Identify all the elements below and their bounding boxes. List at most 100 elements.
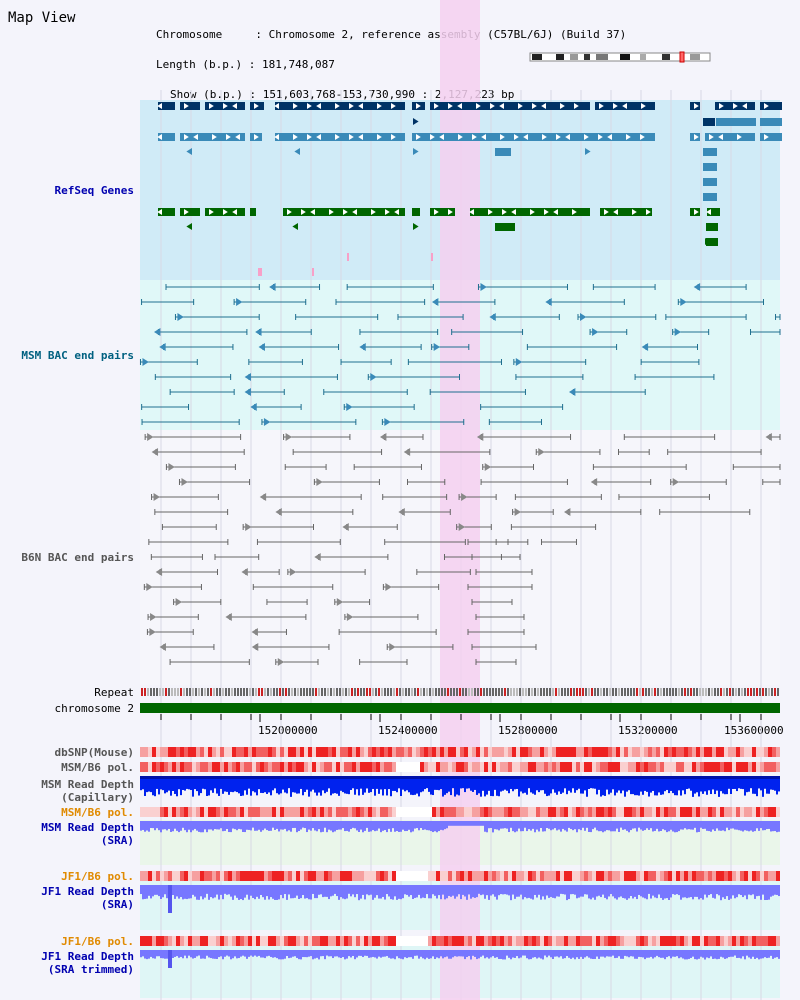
- read-depth-bar: [554, 776, 556, 793]
- read-depth-bar: [406, 950, 408, 959]
- bac-end-arrow: [142, 358, 149, 366]
- read-depth-bar: [708, 885, 710, 896]
- polymorphism-cell: [424, 871, 428, 881]
- read-depth-bar: [186, 776, 188, 789]
- refseq-genes-label[interactable]: RefSeq Genes: [54, 184, 134, 197]
- polymorphism-cell: [564, 807, 568, 817]
- repeat-mark: [300, 688, 302, 696]
- read-depth-bar: [200, 885, 202, 897]
- read-depth-bar: [418, 821, 420, 831]
- dbsnp-label[interactable]: dbSNP(Mouse): [54, 746, 134, 759]
- polymorphism-cell: [536, 936, 540, 946]
- jf1-depth-trimmed-label[interactable]: JF1 Read Depth (SRA trimmed): [41, 950, 134, 976]
- read-depth-bar: [702, 950, 704, 958]
- jf1-b6-pol-label[interactable]: JF1/B6 pol.: [61, 870, 134, 883]
- read-depth-bar: [174, 821, 176, 829]
- read-depth-bar: [362, 821, 364, 833]
- polymorphism-cell: [512, 807, 516, 817]
- read-depth-bar: [284, 950, 286, 959]
- msm-b6-pol-label-2[interactable]: MSM/B6 pol.: [61, 806, 134, 819]
- read-depth-bar: [330, 950, 332, 957]
- read-depth-bar: [488, 885, 490, 900]
- repeat-mark: [495, 688, 497, 696]
- read-depth-bar: [756, 776, 758, 797]
- msm-depth-capillary-label[interactable]: MSM Read Depth (Capillary): [41, 778, 134, 804]
- b6n-bac-label[interactable]: B6N BAC end pairs: [21, 551, 134, 564]
- read-depth-bar: [728, 950, 730, 958]
- msm-bac-label[interactable]: MSM BAC end pairs: [21, 349, 134, 362]
- ideogram-band: [640, 54, 646, 60]
- read-depth-bar: [398, 821, 400, 832]
- gene-exon-block: [283, 208, 405, 216]
- polymorphism-cell: [564, 936, 568, 946]
- read-depth-bar: [308, 885, 310, 900]
- repeat-mark: [240, 688, 242, 696]
- repeat-mark: [612, 688, 614, 696]
- read-depth-bar: [466, 950, 468, 958]
- polymorphism-cell: [340, 871, 344, 881]
- read-depth-bar: [428, 776, 430, 792]
- read-depth-bar: [586, 885, 588, 895]
- polymorphism-cell: [616, 747, 620, 757]
- bac-end-arrow: [149, 628, 156, 636]
- read-depth-bar: [654, 821, 656, 831]
- read-depth-bar: [660, 950, 662, 958]
- read-depth-bar: [706, 950, 708, 958]
- read-depth-bar: [600, 885, 602, 898]
- read-depth-bar: [540, 776, 542, 791]
- polymorphism-cell: [544, 807, 548, 817]
- polymorphism-cell: [700, 871, 704, 881]
- read-depth-bar: [752, 821, 754, 832]
- read-depth-bar: [266, 885, 268, 897]
- polymorphism-cell: [624, 747, 628, 757]
- polymorphism-cell: [520, 747, 524, 757]
- polymorphism-cell: [592, 936, 596, 946]
- polymorphism-cell: [488, 871, 492, 881]
- polymorphism-cell: [552, 747, 556, 757]
- read-depth-bar: [742, 885, 744, 898]
- read-depth-bar: [144, 885, 146, 899]
- polymorphism-cell: [212, 747, 216, 757]
- jf1-b6-pol-label-2[interactable]: JF1/B6 pol.: [61, 935, 134, 948]
- read-depth-bar: [582, 821, 584, 828]
- msm-depth-sra-label[interactable]: MSM Read Depth (SRA): [41, 821, 134, 847]
- bac-end-arrow: [514, 508, 521, 516]
- polymorphism-cell: [160, 936, 164, 946]
- read-depth-bar: [606, 885, 608, 900]
- read-depth-bar: [332, 885, 334, 896]
- read-depth-bar: [480, 950, 482, 957]
- read-depth-bar: [250, 821, 252, 831]
- polymorphism-cell: [664, 807, 668, 817]
- read-depth-bar: [268, 776, 270, 793]
- gene-strand-arrow: [764, 134, 769, 140]
- read-depth-bar: [674, 776, 676, 796]
- polymorphism-cell: [404, 871, 408, 881]
- read-depth-bar: [244, 776, 246, 791]
- polymorphism-cell: [700, 936, 704, 946]
- read-depth-bar: [252, 821, 254, 828]
- polymorphism-cell: [524, 762, 528, 772]
- polymorphism-cell: [320, 807, 324, 817]
- read-depth-bar: [532, 885, 534, 900]
- polymorphism-cell: [228, 807, 232, 817]
- polymorphism-cell: [164, 762, 168, 772]
- read-depth-bar: [466, 885, 468, 900]
- read-depth-bar: [742, 776, 744, 790]
- jf1-depth-sra-label[interactable]: JF1 Read Depth (SRA): [41, 885, 134, 911]
- read-depth-bar: [176, 776, 178, 797]
- read-depth-bar: [594, 821, 596, 828]
- bac-end-arrow: [672, 478, 680, 486]
- polymorphism-cell: [504, 936, 508, 946]
- msm-b6-pol-label[interactable]: MSM/B6 pol.: [61, 761, 134, 774]
- read-depth-bar: [358, 776, 360, 796]
- read-depth-bar: [404, 885, 406, 895]
- repeat-mark: [309, 688, 311, 696]
- read-depth-bar: [446, 885, 448, 899]
- read-depth-bar: [534, 885, 536, 895]
- read-depth-bar: [308, 821, 310, 830]
- polymorphism-cell: [560, 762, 564, 772]
- read-depth-bar: [680, 885, 682, 900]
- read-depth-bar: [570, 776, 572, 793]
- read-depth-bar: [558, 885, 560, 897]
